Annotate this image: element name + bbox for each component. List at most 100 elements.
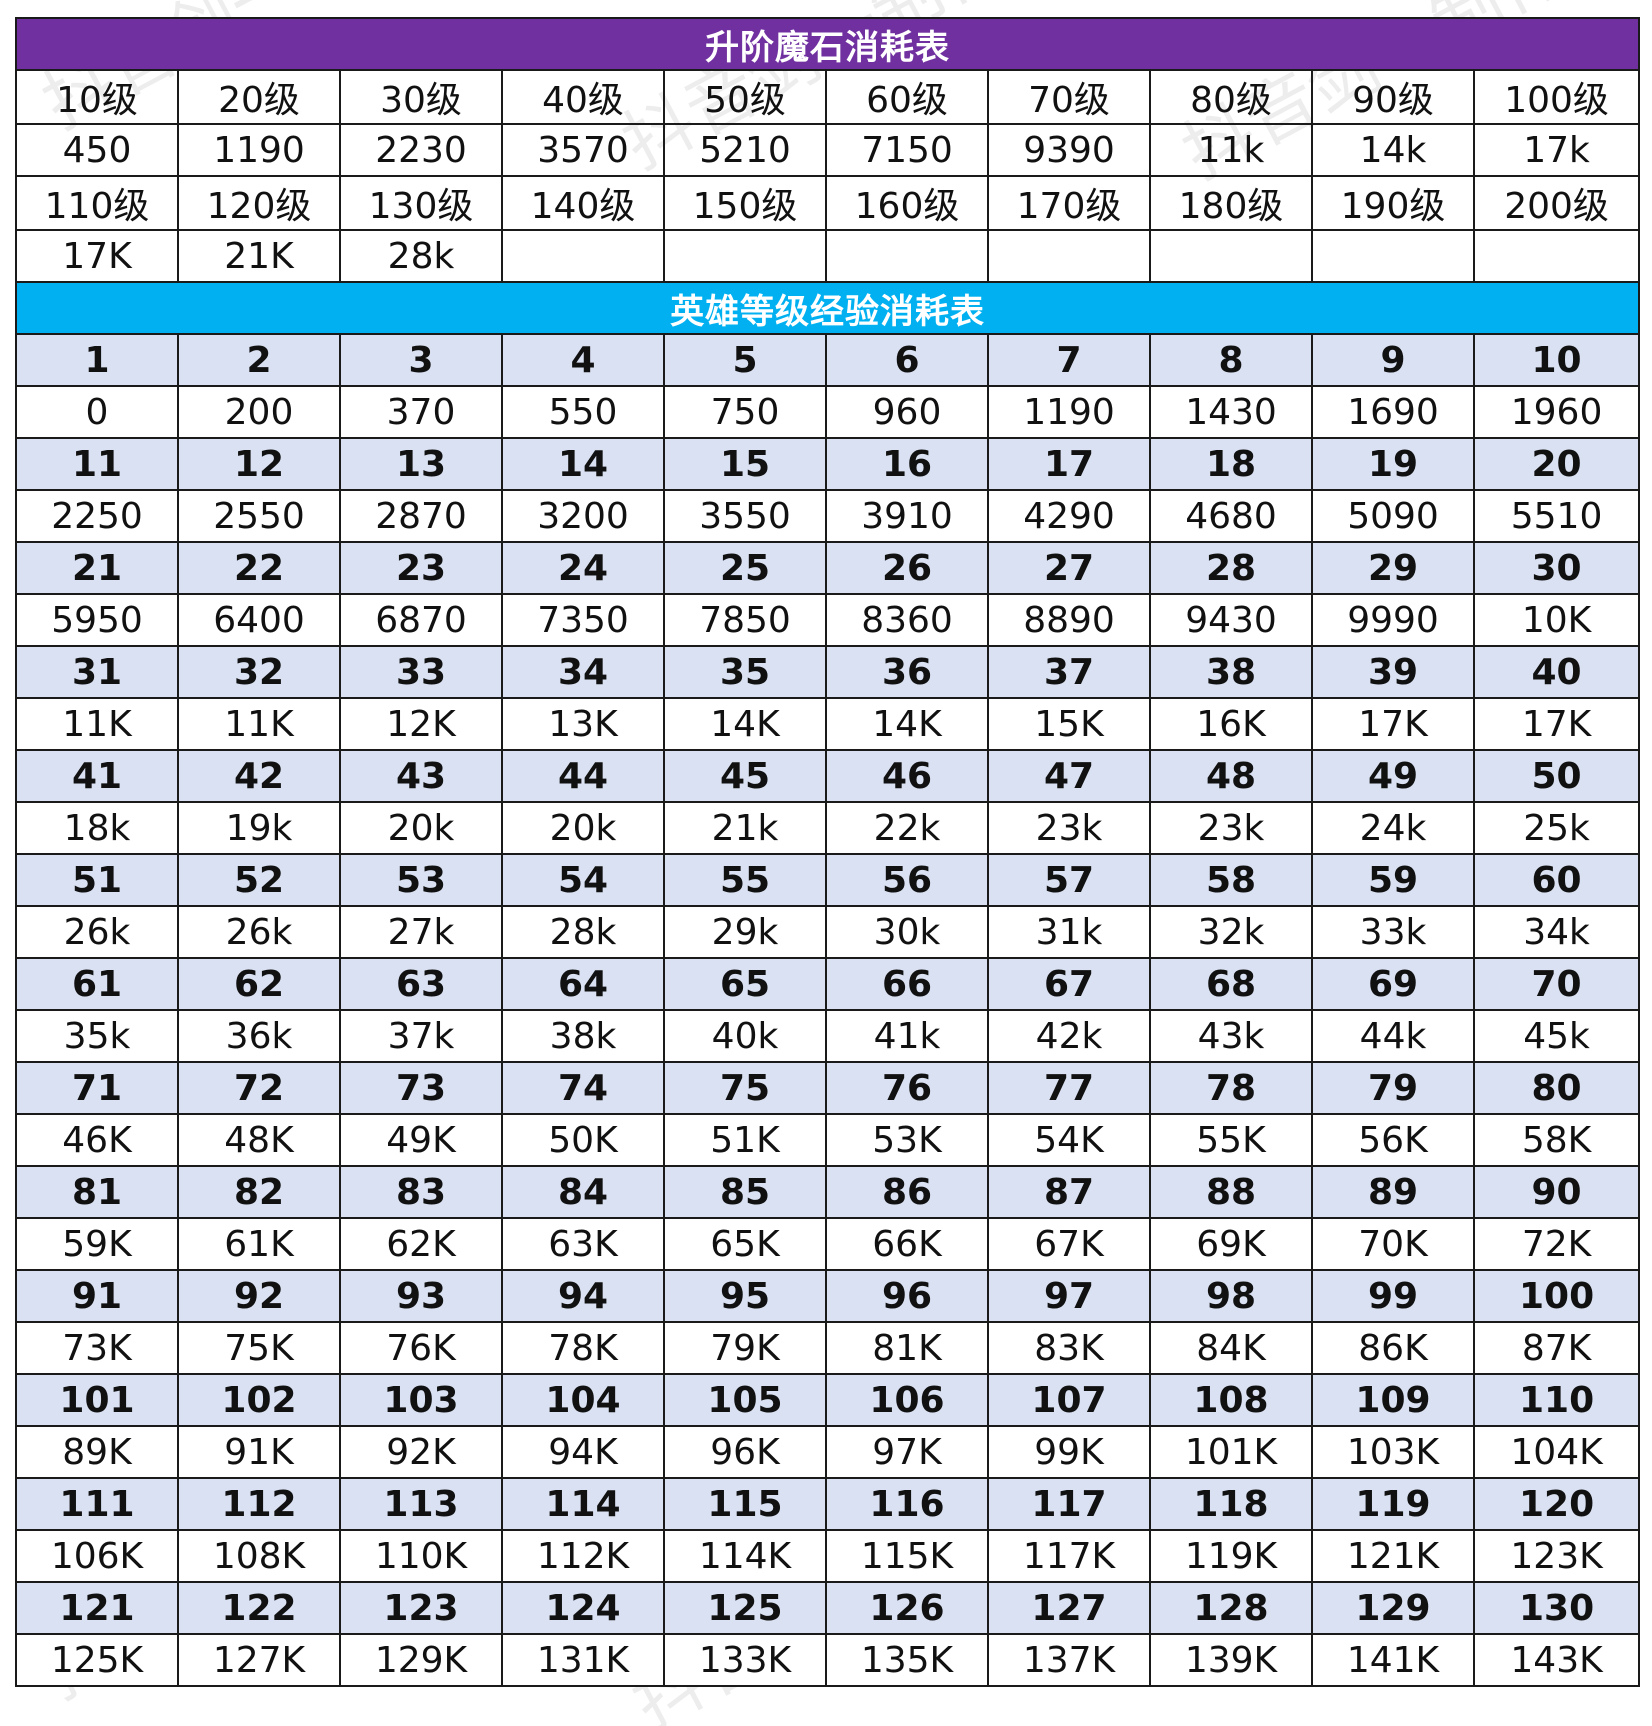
hero-exp-cell: 62K [339,1217,503,1271]
hero-level-cell: 48 [1149,749,1313,803]
hero-exp-row: 59K 61K 62K 63K 65K 66K 67K 69K 70K 72K [15,1217,1641,1271]
hero-exp-cell: 5090 [1311,489,1475,543]
spreadsheet: 升阶魔石消耗表 10级 20级 30级 40级 50级 60级 70级 80级 90级 100级 4… [14,17,1641,1687]
hero-exp-cell: 21k [663,801,827,855]
hero-level-row: 101 102 103 104 105 106 107 108 109 110 [15,1373,1641,1427]
hero-exp-cell: 31k [987,905,1151,959]
hero-exp-cell: 119K [1149,1529,1313,1583]
hero-exp-cell: 13K [501,697,665,751]
hero-level-cell: 23 [339,541,503,595]
hero-level-cell: 126 [825,1581,989,1635]
hero-exp-row: 2250 2550 2870 3200 3550 3910 4290 4680 5090 5510 [15,489,1641,543]
hero-exp-cell: 6870 [339,593,503,647]
hero-exp-cell: 23k [987,801,1151,855]
hero-level-cell: 111 [15,1477,179,1531]
hero-exp-cell: 91K [177,1425,341,1479]
stone-table-cell: 110级 [15,175,179,231]
stone-table-cell: 7150 [825,123,989,177]
hero-exp-cell: 141K [1311,1633,1475,1687]
hero-exp-cell: 26k [177,905,341,959]
hero-level-cell: 99 [1311,1269,1475,1323]
stone-table-cell: 10级 [15,69,179,125]
hero-exp-cell: 41k [825,1009,989,1063]
hero-level-cell: 4 [501,333,665,387]
hero-exp-cell: 33k [1311,905,1475,959]
stone-table-cell [1472,229,1641,283]
hero-exp-cell: 44k [1311,1009,1475,1063]
hero-exp-cell: 59K [15,1217,179,1271]
hero-level-cell: 56 [825,853,989,907]
hero-exp-cell: 69K [1149,1217,1313,1271]
hero-level-cell: 18 [1149,437,1313,491]
hero-exp-cell: 37k [339,1009,503,1063]
stone-table-cell: 170级 [987,175,1151,231]
stone-table-cell: 120级 [177,175,341,231]
hero-exp-cell: 1190 [987,385,1151,439]
hero-level-row: 11 12 13 14 15 16 17 18 19 20 [15,437,1641,491]
hero-exp-cell: 8890 [987,593,1151,647]
stone-table-row: 10级 20级 30级 40级 50级 60级 70级 80级 90级 100级 [15,69,1641,125]
hero-exp-cell: 137K [987,1633,1151,1687]
hero-level-cell: 36 [825,645,989,699]
hero-level-cell: 26 [825,541,989,595]
hero-exp-cell: 12K [339,697,503,751]
hero-exp-cell: 30k [825,905,989,959]
hero-exp-cell: 15K [987,697,1151,751]
stone-table-cell [501,229,665,283]
hero-exp-cell: 123K [1472,1529,1641,1583]
hero-exp-cell: 26k [15,905,179,959]
hero-level-cell: 44 [501,749,665,803]
hero-table-banner: 英雄等级经验消耗表 [14,281,1641,335]
hero-level-cell: 37 [987,645,1151,699]
hero-level-cell: 5 [663,333,827,387]
hero-exp-cell: 1960 [1472,385,1641,439]
hero-level-cell: 51 [15,853,179,907]
hero-level-row: 71 72 73 74 75 76 77 78 79 80 [15,1061,1641,1115]
hero-level-cell: 57 [987,853,1151,907]
hero-level-cell: 70 [1472,957,1641,1011]
hero-exp-row: 125K 127K 129K 131K 133K 135K 137K 139K 141K 143K [15,1633,1641,1687]
hero-level-cell: 45 [663,749,827,803]
hero-level-cell: 42 [177,749,341,803]
hero-level-cell: 114 [501,1477,665,1531]
hero-exp-cell: 81K [825,1321,989,1375]
hero-level-cell: 88 [1149,1165,1313,1219]
hero-exp-cell: 51K [663,1113,827,1167]
hero-level-cell: 80 [1472,1061,1641,1115]
hero-exp-cell: 2870 [339,489,503,543]
hero-level-row: 121 122 123 124 125 126 127 128 129 130 [15,1581,1641,1635]
hero-exp-cell: 139K [1149,1633,1313,1687]
stone-table-cell: 70级 [987,69,1151,125]
stone-table-row: 17K 21K 28k [15,229,1641,283]
hero-level-cell: 1 [15,333,179,387]
hero-exp-cell: 97K [825,1425,989,1479]
hero-level-cell: 63 [339,957,503,1011]
table-body: 升阶魔石消耗表 10级 20级 30级 40级 50级 60级 70级 80级 90级 100级 4… [14,17,1641,1687]
hero-exp-cell: 3550 [663,489,827,543]
hero-exp-cell: 3910 [825,489,989,543]
hero-level-cell: 66 [825,957,989,1011]
hero-level-cell: 116 [825,1477,989,1531]
hero-exp-cell: 49K [339,1113,503,1167]
hero-exp-cell: 38k [501,1009,665,1063]
hero-exp-cell: 14K [825,697,989,751]
stone-table-title: 升阶魔石消耗表 [14,17,1641,71]
stone-table-cell [825,229,989,283]
hero-exp-cell: 27k [339,905,503,959]
stone-table-cell: 60级 [825,69,989,125]
hero-level-cell: 81 [15,1165,179,1219]
hero-level-cell: 68 [1149,957,1313,1011]
hero-exp-cell: 750 [663,385,827,439]
hero-exp-cell: 99K [987,1425,1151,1479]
hero-level-cell: 102 [177,1373,341,1427]
hero-exp-cell: 129K [339,1633,503,1687]
hero-exp-cell: 48K [177,1113,341,1167]
hero-level-cell: 40 [1472,645,1641,699]
hero-level-cell: 130 [1472,1581,1641,1635]
stone-table-cell: 100级 [1472,69,1641,125]
hero-exp-cell: 14K [663,697,827,751]
stone-table-row: 110级 120级 130级 140级 150级 160级 170级 180级 190级 200级 [15,175,1641,231]
hero-exp-cell: 58K [1472,1113,1641,1167]
hero-exp-row: 5950 6400 6870 7350 7850 8360 8890 9430 9990 10K [15,593,1641,647]
stone-table-cell: 90级 [1311,69,1475,125]
